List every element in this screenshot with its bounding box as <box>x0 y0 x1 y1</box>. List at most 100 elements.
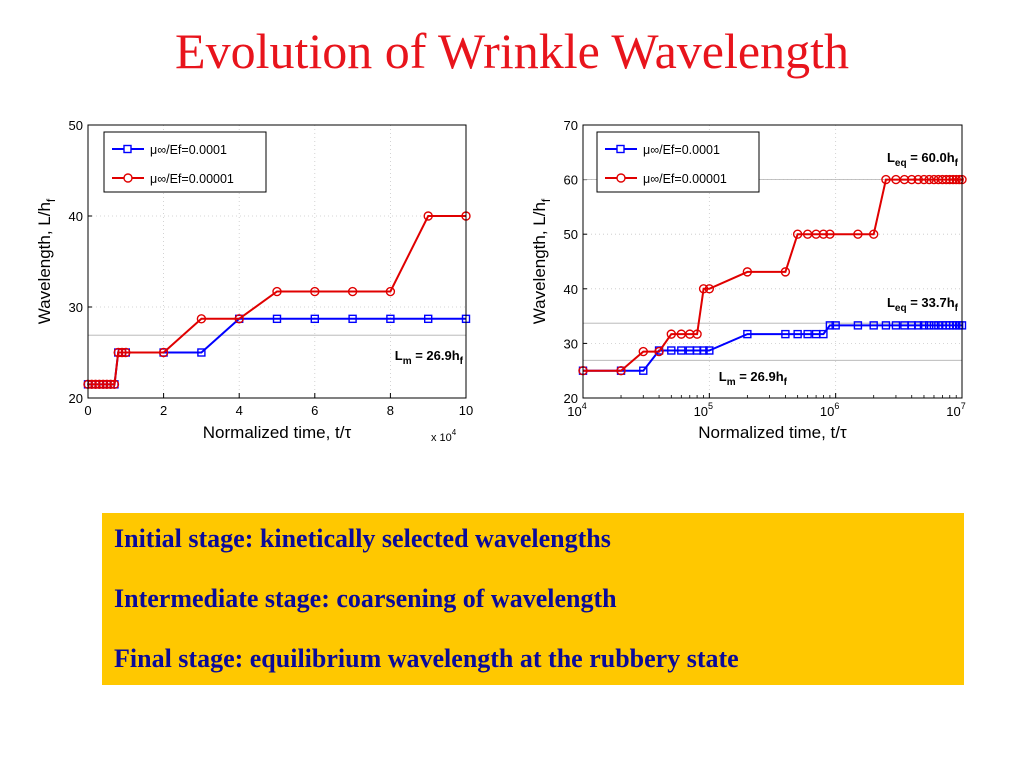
axes-frame <box>87 124 467 399</box>
legend-box <box>103 131 267 193</box>
data-point-circle <box>742 267 753 277</box>
data-point-circle <box>692 329 702 339</box>
data-point-square <box>197 348 206 357</box>
data-point-circle <box>158 347 169 358</box>
data-point-square <box>825 321 835 330</box>
y-axis-label: Wavelength, L/hf <box>530 198 553 324</box>
data-point-circle <box>924 174 934 185</box>
annotation-label: Leq = 33.7hf <box>887 295 959 314</box>
x-tick-label: 10 <box>459 403 473 418</box>
slide-title: Evolution of Wrinkle Wavelength <box>175 23 849 79</box>
data-point-square <box>639 366 648 375</box>
data-point-circle <box>698 284 709 294</box>
data-point-circle <box>792 229 803 239</box>
data-point-circle <box>109 379 120 390</box>
data-point-square <box>803 329 812 339</box>
axes-frame <box>582 124 963 399</box>
data-point-square <box>853 321 863 330</box>
data-point-square <box>781 329 790 339</box>
data-point-square <box>881 321 891 330</box>
data-point-square <box>705 346 714 355</box>
data-point-circle <box>954 174 964 185</box>
data-point-square <box>869 321 878 330</box>
data-point-circle <box>666 329 677 339</box>
data-point-circle <box>105 379 116 390</box>
y-tick-label: 40 <box>564 282 578 297</box>
data-point-square <box>348 314 357 324</box>
y-axis-label: Wavelength, L/hf <box>35 198 58 324</box>
data-point-square <box>386 314 395 324</box>
data-point-circle <box>919 174 929 185</box>
x-tick-label: 105 <box>694 401 713 419</box>
y-tick-label: 50 <box>69 118 83 133</box>
data-point-circle <box>616 366 626 376</box>
data-point-square <box>793 329 802 339</box>
data-point-circle <box>234 314 244 324</box>
x-multiplier-label: x 104 <box>431 428 457 444</box>
data-point-circle <box>853 229 863 239</box>
data-point-square <box>699 346 708 355</box>
legend-box <box>596 131 760 193</box>
data-point-circle <box>948 174 958 185</box>
annotation-label: Lm = 26.9hf <box>395 348 464 367</box>
stage-intermediate-text: Intermediate stage: coarsening of wavele… <box>114 584 617 613</box>
data-point-square <box>310 314 319 324</box>
data-point-circle <box>704 284 715 294</box>
legend-marker-square <box>123 144 132 154</box>
data-point-square <box>891 321 901 330</box>
x-tick-label: 107 <box>946 401 965 419</box>
legend-marker-circle <box>616 173 626 183</box>
data-point-circle <box>121 347 131 358</box>
data-point-circle <box>907 174 917 185</box>
y-tick-label: 30 <box>69 300 83 315</box>
x-tick-label: 8 <box>387 403 394 418</box>
data-point-circle <box>818 229 829 239</box>
chart-linear-time: 20 30 40 50 0 2 4 6 8 10x 104 μ∞/Ef=0.0001 μ∞/Ef=0.… <box>35 118 473 444</box>
x-axis-label: Normalized time, t/τ <box>698 423 847 442</box>
data-point-circle <box>423 211 433 221</box>
legend-marker-square <box>616 144 625 154</box>
data-point-square <box>929 321 939 330</box>
stage-final-text: Final stage: equilibrium wavelength at t… <box>114 644 739 673</box>
data-point-circle <box>196 314 207 324</box>
series-line <box>583 178 962 372</box>
stage-initial-text: Initial stage: kinetically selected wave… <box>114 524 611 553</box>
x-tick-label: 2 <box>160 403 167 418</box>
chart-log-time: 20 30 40 50 60 70 104 105 106 107 μ∞/Ef=0.0001 μ∞/E… <box>530 118 967 442</box>
data-point-circle <box>868 229 879 239</box>
y-tick-label: 20 <box>69 391 83 406</box>
data-point-circle <box>272 286 282 297</box>
legend-label: μ∞/Ef=0.00001 <box>150 172 234 186</box>
x-tick-label: 6 <box>311 403 318 418</box>
data-point-square <box>677 346 686 355</box>
data-point-circle <box>385 286 396 297</box>
data-point-circle <box>945 174 955 185</box>
data-point-square <box>424 314 433 324</box>
data-point-circle <box>825 229 835 239</box>
annotation-label: Lm = 26.9hf <box>719 369 788 388</box>
x-tick-label: 104 <box>567 401 586 419</box>
data-point-circle <box>638 346 648 357</box>
x-axis-label: Normalized time, t/τ <box>203 423 352 442</box>
legend-label: μ∞/Ef=0.0001 <box>150 143 227 157</box>
y-tick-label: 50 <box>564 227 578 242</box>
annotation-label: Leq = 60.0hf <box>887 150 959 169</box>
stage-summary-box: Initial stage: kinetically selected wave… <box>102 513 964 685</box>
data-point-square <box>743 329 752 339</box>
x-tick-label: 0 <box>84 403 91 418</box>
legend-label: μ∞/Ef=0.00001 <box>643 172 727 186</box>
data-point-circle <box>941 174 951 185</box>
data-point-square <box>924 321 934 330</box>
y-tick-label: 70 <box>564 118 578 133</box>
data-point-circle <box>310 286 320 297</box>
x-tick-label: 106 <box>820 401 839 419</box>
data-point-square <box>919 321 929 330</box>
data-point-circle <box>881 174 891 185</box>
data-point-circle <box>780 267 791 277</box>
legend-marker-circle <box>123 173 133 183</box>
y-tick-label: 30 <box>564 336 578 351</box>
data-point-circle <box>117 347 127 358</box>
data-point-square <box>913 321 923 330</box>
y-tick-label: 60 <box>564 173 578 188</box>
data-point-square <box>819 329 828 339</box>
